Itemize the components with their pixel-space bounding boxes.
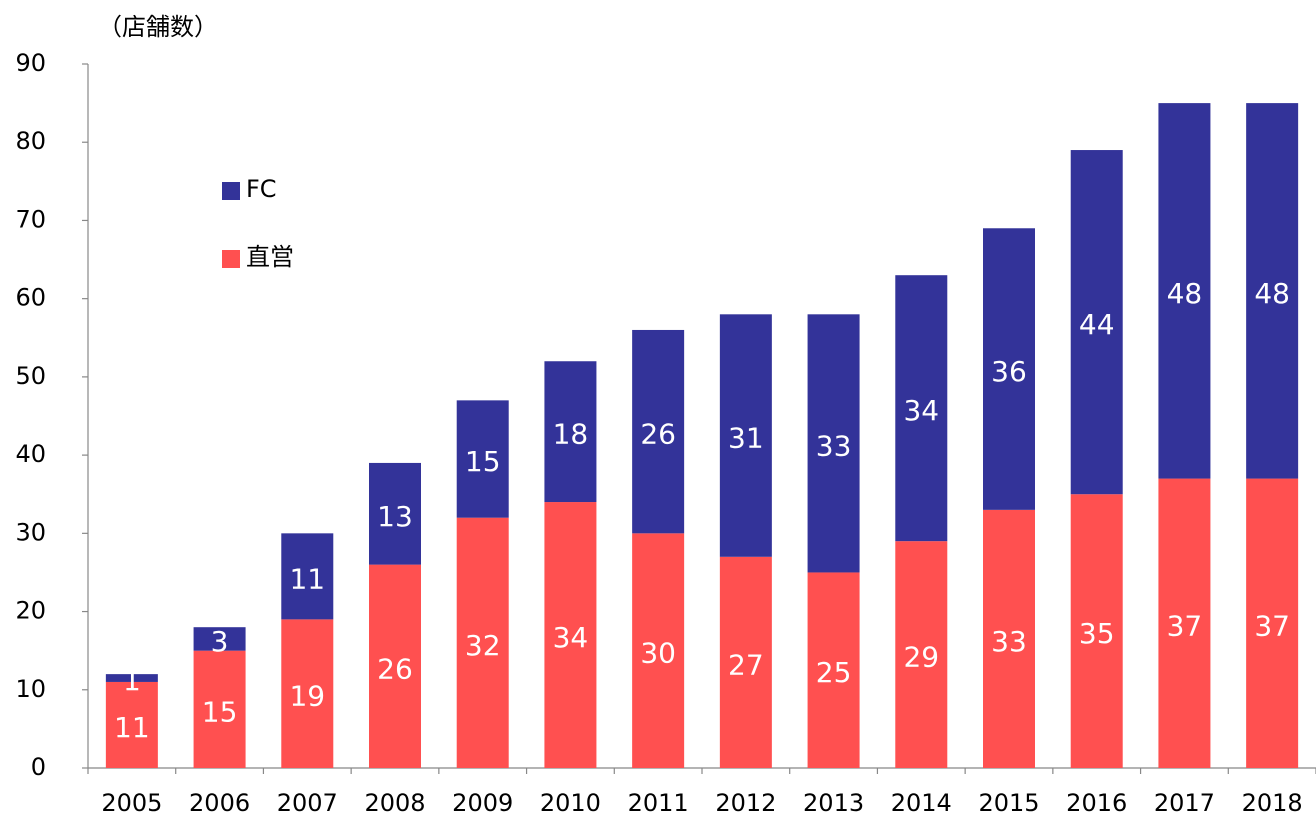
x-tick-label: 2017 xyxy=(1154,789,1215,817)
bar-segment xyxy=(895,541,948,768)
value-label: 26 xyxy=(377,652,413,685)
x-tick-label: 2013 xyxy=(803,789,864,817)
legend-label: FC xyxy=(246,175,277,203)
value-label: 33 xyxy=(816,429,852,462)
y-tick-label: 70 xyxy=(15,205,46,233)
value-label: 32 xyxy=(465,629,501,662)
bar-segment xyxy=(281,619,334,768)
value-label: 1 xyxy=(123,664,141,697)
bar-segment xyxy=(719,314,772,557)
x-tick-label: 2011 xyxy=(628,789,689,817)
bar-segment xyxy=(807,572,860,768)
x-tick-label: 2015 xyxy=(978,789,1039,817)
value-label: 15 xyxy=(465,445,501,478)
value-label: 35 xyxy=(1079,617,1115,650)
value-label: 15 xyxy=(202,695,238,728)
y-tick-label: 40 xyxy=(15,440,46,468)
value-label: 31 xyxy=(728,422,764,455)
x-tick-label: 2018 xyxy=(1242,789,1303,817)
bar-segment xyxy=(456,517,509,768)
bar-segment xyxy=(807,314,860,573)
y-tick-label: 0 xyxy=(31,753,46,781)
value-label: 3 xyxy=(211,625,229,658)
bar-segment xyxy=(281,533,334,620)
y-tick-label: 20 xyxy=(15,597,46,625)
bar-segment xyxy=(632,533,685,768)
bar-segment xyxy=(1158,478,1211,768)
value-label: 34 xyxy=(553,621,589,654)
y-tick-label: 30 xyxy=(15,518,46,546)
bar-segment xyxy=(1246,478,1299,768)
bar-segment xyxy=(456,400,509,518)
x-tick-label: 2010 xyxy=(540,789,601,817)
bar-segment xyxy=(632,329,685,534)
value-label: 48 xyxy=(1254,277,1290,310)
legend-label: 直営 xyxy=(246,243,294,271)
x-tick-label: 2009 xyxy=(452,789,513,817)
bar-segment xyxy=(895,275,948,542)
value-label: 44 xyxy=(1079,308,1115,341)
y-tick-label: 90 xyxy=(15,49,46,77)
value-label: 11 xyxy=(114,711,150,744)
value-label: 26 xyxy=(640,418,676,451)
value-label: 37 xyxy=(1167,609,1203,642)
value-label: 25 xyxy=(816,656,852,689)
bar-segment xyxy=(1246,103,1299,479)
y-axis-label: （店舗数） xyxy=(98,13,218,41)
x-tick-label: 2012 xyxy=(715,789,776,817)
y-tick-label: 10 xyxy=(15,675,46,703)
bar-segment xyxy=(544,502,597,768)
bar-segment xyxy=(369,462,421,565)
x-tick-label: 2006 xyxy=(189,789,250,817)
bar-segment xyxy=(193,650,246,768)
bar-segment xyxy=(719,556,772,768)
value-label: 29 xyxy=(903,641,939,674)
bar-segment xyxy=(1070,150,1123,495)
bar-segment xyxy=(369,564,421,768)
value-label: 30 xyxy=(640,637,676,670)
legend-swatch xyxy=(222,250,240,268)
bar-segment xyxy=(1070,494,1123,768)
value-label: 33 xyxy=(991,625,1027,658)
value-label: 11 xyxy=(289,562,325,595)
y-tick-label: 80 xyxy=(15,127,46,155)
bar-segment xyxy=(1158,103,1211,479)
x-tick-label: 2016 xyxy=(1066,789,1127,817)
x-tick-label: 2005 xyxy=(101,789,162,817)
value-label: 48 xyxy=(1167,277,1203,310)
y-tick-label: 50 xyxy=(15,362,46,390)
value-label: 13 xyxy=(377,500,413,533)
bar-segment xyxy=(983,228,1035,510)
value-label: 34 xyxy=(903,394,939,427)
bar-segment xyxy=(983,509,1035,768)
value-label: 27 xyxy=(728,648,764,681)
value-label: 37 xyxy=(1254,609,1290,642)
bar-segment xyxy=(105,674,158,682)
y-tick-label: 60 xyxy=(15,284,46,312)
bar-segment xyxy=(105,681,158,768)
x-tick-label: 2014 xyxy=(891,789,952,817)
x-tick-label: 2007 xyxy=(277,789,338,817)
bar-segment xyxy=(544,361,597,503)
value-label: 36 xyxy=(991,355,1027,388)
x-tick-label: 2008 xyxy=(364,789,425,817)
value-label: 18 xyxy=(553,418,589,451)
value-label: 19 xyxy=(289,680,325,713)
legend-swatch xyxy=(222,182,240,200)
bar-segment xyxy=(193,627,246,651)
